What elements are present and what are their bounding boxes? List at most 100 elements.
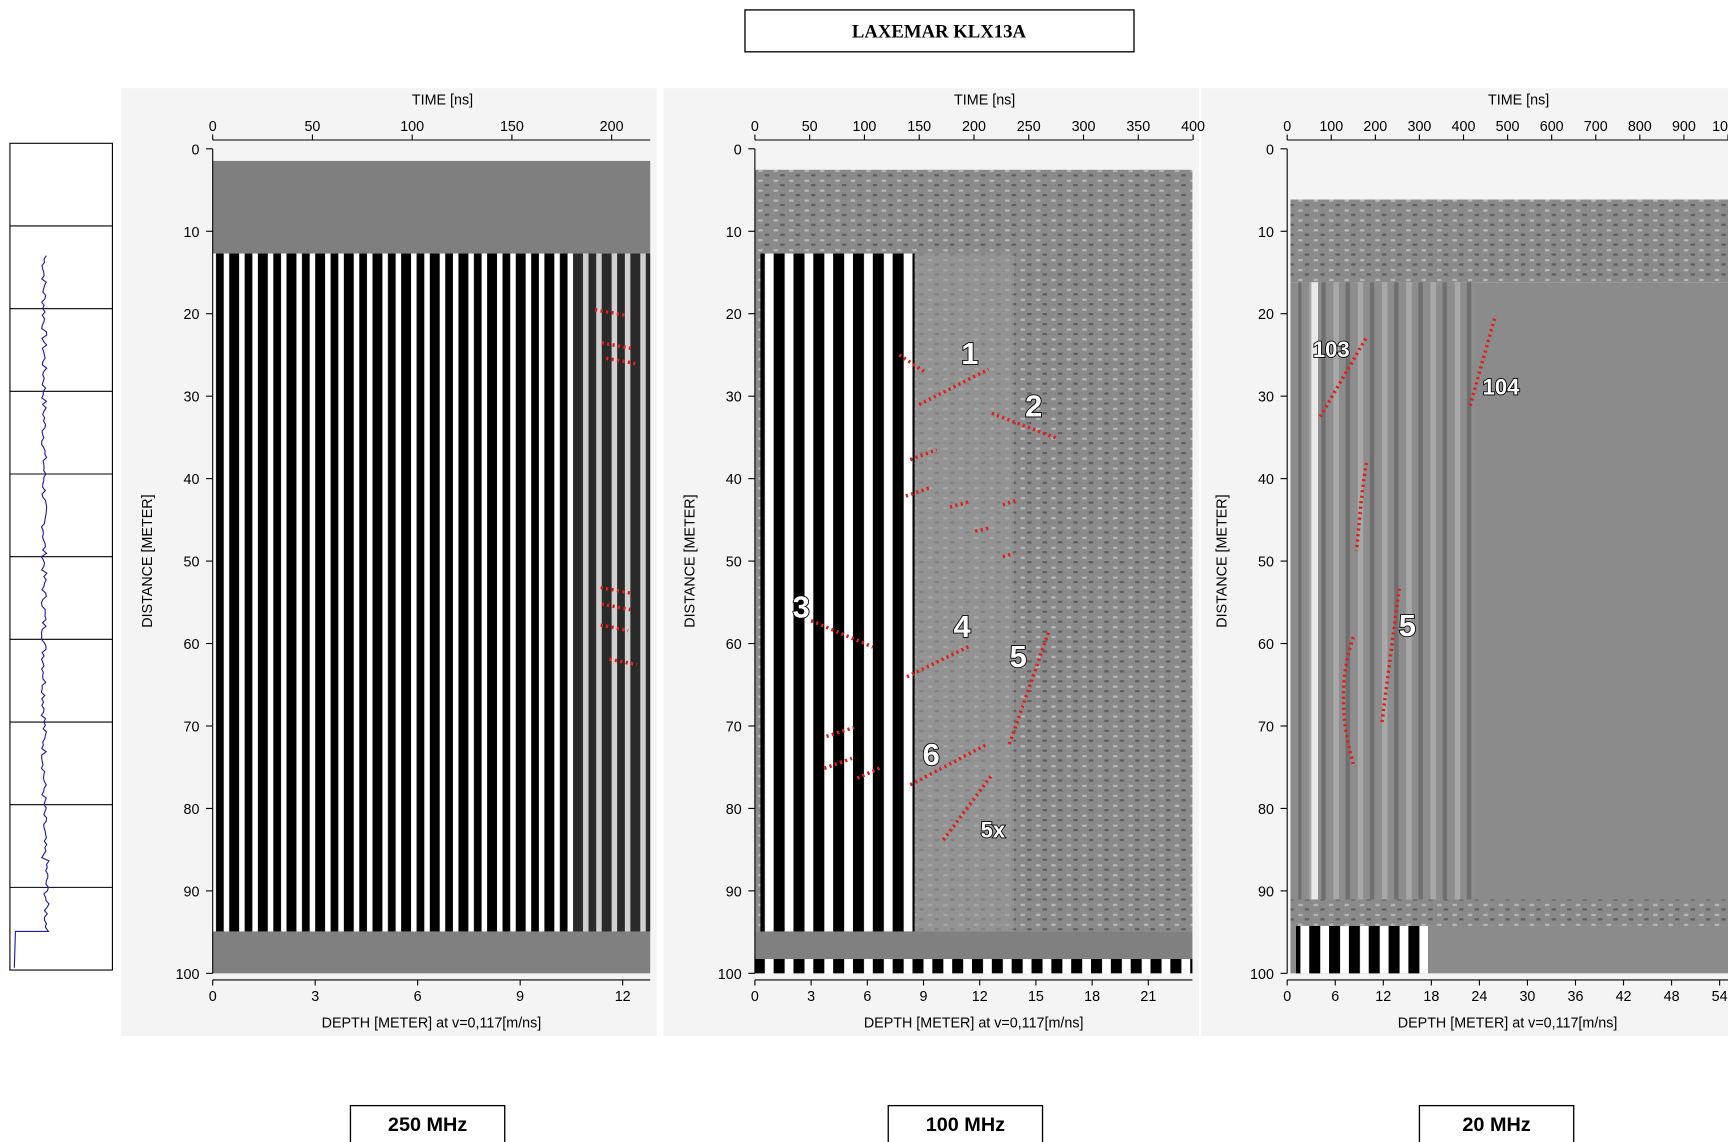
- tick-label: 54: [1712, 989, 1728, 1005]
- tick-label: 50: [184, 555, 200, 571]
- log-strip: [9, 142, 113, 971]
- tick-label: 0: [751, 119, 759, 135]
- tick-label: 80: [184, 802, 200, 818]
- tick-label: 50: [726, 555, 742, 571]
- tick-label: 90: [184, 884, 200, 900]
- annotation: 1: [961, 336, 978, 371]
- axis-title: TIME [ns]: [412, 93, 473, 109]
- annotation: 5: [1399, 608, 1416, 643]
- tick-label: 100: [400, 119, 424, 135]
- tick-label: 10: [1258, 225, 1274, 241]
- tick-label: 700: [1584, 119, 1608, 135]
- tick-label: 30: [184, 390, 200, 406]
- tick-label: 30: [1258, 390, 1274, 406]
- tick-label: 15: [1028, 989, 1044, 1005]
- tick-label: 20: [1258, 307, 1274, 323]
- tick-label: 70: [1258, 719, 1274, 735]
- tick-label: 350: [1126, 119, 1150, 135]
- tick-label: 250: [1017, 119, 1041, 135]
- tick-label: 300: [1407, 119, 1431, 135]
- tick-label: 6: [1331, 989, 1339, 1005]
- tick-label: 6: [414, 989, 422, 1005]
- axis-title: DEPTH [METER] at v=0,117[m/ns]: [864, 1015, 1084, 1031]
- tick-label: 400: [1181, 119, 1205, 135]
- tick-label: 200: [600, 119, 624, 135]
- tick-label: 150: [500, 119, 524, 135]
- tick-label: 0: [1266, 142, 1274, 158]
- tick-label: 90: [726, 884, 742, 900]
- tick-label: 40: [184, 472, 200, 488]
- axis-title: DISTANCE [METER]: [140, 494, 156, 627]
- tick-label: 0: [751, 989, 759, 1005]
- tick-label: 60: [726, 637, 742, 653]
- tick-label: 100: [176, 967, 200, 983]
- tick-label: 70: [726, 719, 742, 735]
- caption: 20 MHz: [1462, 1114, 1530, 1136]
- tick-label: 40: [1258, 472, 1274, 488]
- axis-title: TIME [ns]: [1488, 93, 1549, 109]
- tick-label: 60: [184, 637, 200, 653]
- title-box: [744, 9, 1135, 53]
- annotation: 103: [1313, 337, 1350, 362]
- tick-label: 200: [1363, 119, 1387, 135]
- tick-label: 9: [516, 989, 524, 1005]
- tick-label: 0: [1283, 119, 1291, 135]
- tick-label: 48: [1664, 989, 1680, 1005]
- tick-label: 10: [184, 225, 200, 241]
- axis-title: DEPTH [METER] at v=0,117[m/ns]: [1398, 1015, 1618, 1031]
- tick-label: 9: [920, 989, 928, 1005]
- tick-label: 70: [184, 719, 200, 735]
- tick-label: 0: [734, 142, 742, 158]
- title: LAXEMAR KLX13A: [852, 21, 1027, 42]
- tick-label: 0: [1283, 989, 1291, 1005]
- tick-label: 20: [184, 307, 200, 323]
- tick-label: 12: [972, 989, 988, 1005]
- tick-label: 100: [718, 967, 742, 983]
- tick-label: 150: [907, 119, 931, 135]
- caption: 100 MHz: [926, 1114, 1005, 1136]
- caption-box: [887, 1104, 1044, 1142]
- tick-label: 3: [311, 989, 319, 1005]
- tick-label: 3: [807, 989, 815, 1005]
- tick-label: 300: [1072, 119, 1096, 135]
- tick-label: 12: [615, 989, 631, 1005]
- radargram: [1290, 199, 1728, 974]
- tick-label: 80: [1258, 802, 1274, 818]
- tick-label: 18: [1423, 989, 1439, 1005]
- tick-label: 6: [863, 989, 871, 1005]
- tick-label: 21: [1140, 989, 1156, 1005]
- tick-label: 100: [852, 119, 876, 135]
- tick-label: 30: [726, 390, 742, 406]
- annotation: 4: [953, 609, 970, 644]
- tick-label: 80: [726, 802, 742, 818]
- annotation: 3: [793, 589, 810, 624]
- radargram: [754, 169, 1193, 974]
- tick-label: 0: [192, 142, 200, 158]
- caption-box: [1418, 1104, 1575, 1142]
- tick-label: 900: [1672, 119, 1696, 135]
- tick-label: 800: [1628, 119, 1652, 135]
- radargram: [212, 160, 651, 974]
- tick-label: 90: [1258, 884, 1274, 900]
- annotation: 6: [923, 737, 940, 772]
- tick-label: 50: [802, 119, 818, 135]
- tick-label: 400: [1452, 119, 1476, 135]
- caption-box: [349, 1104, 506, 1142]
- annotation: 5x: [981, 818, 1006, 843]
- tick-label: 50: [1258, 555, 1274, 571]
- tick-label: 30: [1519, 989, 1535, 1005]
- tick-label: 42: [1616, 989, 1632, 1005]
- tick-label: 100: [1319, 119, 1343, 135]
- annotation: 2: [1025, 389, 1042, 424]
- tick-label: 500: [1496, 119, 1520, 135]
- tick-label: 50: [304, 119, 320, 135]
- axis-title: TIME [ns]: [954, 93, 1015, 109]
- axis-title: DISTANCE [METER]: [1215, 494, 1231, 627]
- tick-label: 0: [209, 989, 217, 1005]
- caption: 250 MHz: [388, 1114, 467, 1136]
- tick-label: 100: [1250, 967, 1274, 983]
- tick-label: 60: [1258, 637, 1274, 653]
- tick-label: 40: [726, 472, 742, 488]
- tick-label: 18: [1084, 989, 1100, 1005]
